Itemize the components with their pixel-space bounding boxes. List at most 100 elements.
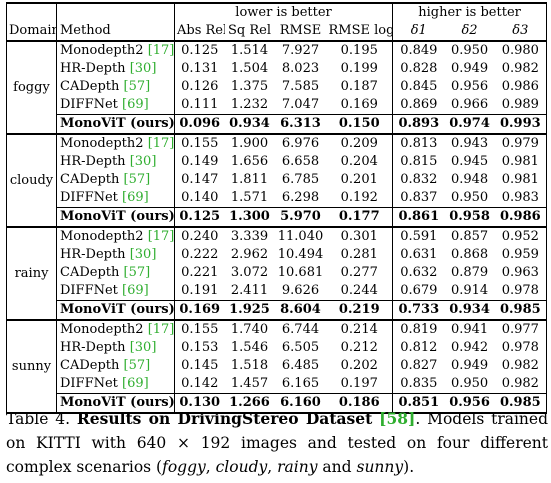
method-cell: CADepth [57] — [56, 357, 175, 375]
value-cell: 0.281 — [340, 247, 378, 262]
value-cell: 0.982 — [494, 60, 548, 78]
value-cell: 0.981 — [494, 153, 548, 171]
citation-link[interactable]: [30] — [129, 61, 157, 76]
citation-link[interactable]: [30] — [129, 247, 157, 262]
value-cell: 0.979 — [494, 134, 548, 153]
value-cell: 0.147 — [174, 171, 225, 189]
value-cell: 9.626 — [281, 283, 320, 298]
citation-link[interactable]: [17] — [147, 136, 175, 151]
table-row: MonoViT (ours) 0.125 1.300 5.970 0.177 0.861 0… — [7, 207, 548, 228]
value-cell: 0.868 — [450, 247, 489, 262]
value-cell: 0.980 — [494, 41, 548, 60]
value-cell: 0.591 — [392, 227, 445, 246]
value-cell: 0.989 — [494, 96, 548, 115]
citation-link[interactable]: [57] — [123, 172, 151, 187]
value-cell: 1.900 — [230, 136, 269, 151]
citation-link[interactable]: [30] — [129, 340, 157, 355]
caption-scenario-cloudy: cloudy — [215, 458, 268, 476]
higher-is-better-header: higher is better — [392, 2, 548, 22]
method-name: Monodepth2 — [60, 322, 144, 337]
caption-text-2: ). — [403, 458, 415, 476]
method-cell: HR-Depth [30] — [56, 60, 175, 78]
table-row: cloudy Monodepth2 [17] 0.155 1.900 6.976 0.20… — [6, 134, 548, 228]
value-cell: 0.949 — [450, 358, 489, 373]
value-cell: 0.301 — [340, 229, 378, 244]
citation-link[interactable]: [57] — [123, 358, 151, 373]
method-cell: MonoViT (ours) — [56, 114, 175, 135]
caption-sep: , — [267, 458, 278, 476]
value-cell: 1.300 — [224, 207, 275, 228]
value-cell: 0.244 — [340, 283, 378, 298]
value-cell: 0.240 — [174, 227, 225, 246]
value-cell: 0.857 — [450, 229, 489, 244]
table-row: rainy Monodepth2 [17] 0.240 3.339 11.040 0.30… — [6, 227, 548, 321]
column-header-row: Domain Method Abs Rel Sq Rel RMSE RMSE log δ1 δ… — [6, 22, 548, 42]
method-name: MonoViT (ours) — [60, 209, 175, 224]
method-name: HR-Depth — [60, 61, 126, 76]
value-cell: 0.977 — [494, 320, 548, 339]
citation-link[interactable]: [69] — [122, 283, 149, 298]
table-row: CADepth [57] 0.126 1.375 7.585 0.187 0.845 0.9… — [7, 78, 548, 96]
method-name: Monodepth2 — [60, 43, 144, 58]
table-row: HR-Depth [30] 0.149 1.656 6.658 0.204 0.815 0.… — [7, 153, 548, 171]
domain-cell: sunny — [6, 320, 57, 414]
method-cell: HR-Depth [30] — [56, 153, 175, 171]
value-cell: 0.966 — [450, 97, 489, 112]
method-name: MonoViT (ours) — [60, 395, 175, 410]
value-cell: 1.514 — [230, 43, 269, 58]
value-cell: 0.631 — [392, 246, 445, 264]
value-cell: 0.986 — [494, 78, 548, 96]
value-cell: 0.155 — [174, 134, 225, 153]
citation-link[interactable]: [69] — [122, 190, 149, 205]
value-cell: 0.943 — [450, 136, 489, 151]
method-cell: CADepth [57] — [56, 78, 175, 96]
value-cell: 0.893 — [392, 114, 445, 135]
caption-scenario-rainy: rainy — [277, 458, 318, 476]
domain-cell: cloudy — [6, 134, 57, 228]
value-cell: 0.956 — [444, 393, 495, 414]
value-cell: 6.313 — [274, 114, 327, 135]
value-cell: 0.851 — [392, 393, 445, 414]
value-cell: 6.298 — [281, 190, 320, 205]
value-cell: 0.950 — [450, 43, 489, 58]
citation-link[interactable]: [17] — [147, 43, 175, 58]
citation-link[interactable]: [69] — [122, 97, 149, 112]
value-cell: 0.837 — [392, 189, 445, 208]
method-name: CADepth — [60, 358, 120, 373]
caption-title: Results on DrivingStereo Dataset — [76, 409, 373, 428]
value-cell: 1.811 — [230, 172, 269, 187]
value-cell: 2.411 — [230, 283, 269, 298]
citation-link[interactable]: [57] — [123, 265, 151, 280]
caption-title-cite[interactable]: [58] — [379, 409, 416, 428]
value-cell: 6.165 — [281, 376, 320, 391]
value-cell: 0.125 — [174, 207, 225, 228]
value-cell: 0.192 — [340, 190, 378, 205]
citation-link[interactable]: [69] — [122, 376, 149, 391]
value-cell: 6.505 — [281, 340, 320, 355]
value-cell: 0.221 — [174, 264, 225, 282]
citation-link[interactable]: [17] — [147, 322, 175, 337]
value-cell: 2.962 — [230, 247, 269, 262]
method-cell: DIFFNet [69] — [56, 375, 175, 394]
value-cell: 0.812 — [392, 339, 445, 357]
caption-scenario-foggy: foggy — [162, 458, 206, 476]
citation-link[interactable]: [17] — [147, 229, 175, 244]
metric-column-header: δ1 — [392, 22, 445, 42]
method-name: Monodepth2 — [60, 229, 144, 244]
value-cell: 10.494 — [277, 247, 324, 262]
value-cell: 1.518 — [230, 358, 269, 373]
citation-link[interactable]: [57] — [123, 79, 151, 94]
table-row: foggy Monodepth2 [17] 0.125 1.514 7.927 0.195… — [6, 41, 548, 135]
table-row: DIFFNet [69] 0.140 1.571 6.298 0.192 0.837 0.9… — [7, 189, 548, 208]
method-name: HR-Depth — [60, 247, 126, 262]
value-cell: 10.681 — [277, 265, 324, 280]
value-cell: 0.949 — [450, 61, 489, 76]
method-name: DIFFNet — [60, 283, 118, 298]
caption-scenario-sunny: sunny — [356, 458, 404, 476]
value-cell: 0.126 — [174, 78, 225, 96]
method-cell: Monodepth2 [17] — [56, 134, 175, 153]
value-cell: 6.160 — [274, 393, 327, 414]
caption-sep: , — [205, 458, 216, 476]
citation-link[interactable]: [30] — [129, 154, 157, 169]
value-cell: 8.604 — [274, 300, 327, 321]
